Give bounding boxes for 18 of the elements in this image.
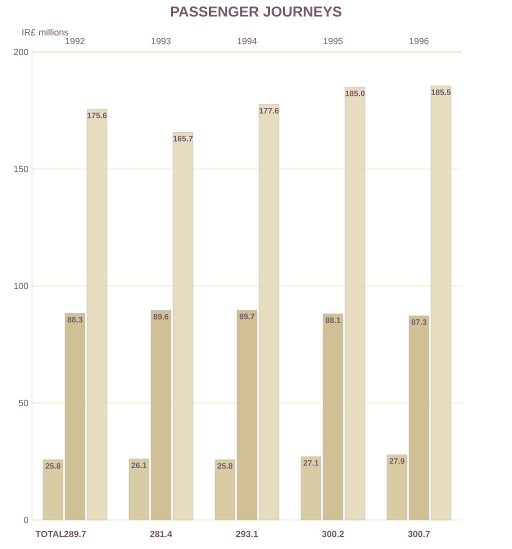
total-label: 293.1 — [236, 530, 258, 538]
x-tick-label: 1994 — [238, 38, 257, 44]
y-tick-label: 50 — [18, 400, 28, 406]
x-tick-label: 1995 — [324, 38, 343, 44]
total-label: 300.2 — [322, 530, 344, 538]
y-tick-label: 150 — [14, 166, 28, 172]
y-axis-title: IR£ millions — [22, 28, 68, 36]
y-tick-label: 0 — [24, 516, 28, 524]
x-tick-label: 1993 — [152, 38, 171, 44]
total-label: 289.7 — [64, 530, 86, 538]
chart-title: PASSENGER JOURNEYS — [170, 6, 342, 17]
x-tick-label: 1992 — [66, 38, 85, 44]
total-label: 281.4 — [150, 530, 172, 538]
total-label: 300.7 — [408, 530, 430, 538]
y-tick-label: 200 — [14, 48, 28, 56]
text: TOTAL — [36, 530, 64, 538]
x-tick-label: 1996 — [410, 38, 429, 44]
y-tick-label: 100 — [14, 282, 28, 290]
